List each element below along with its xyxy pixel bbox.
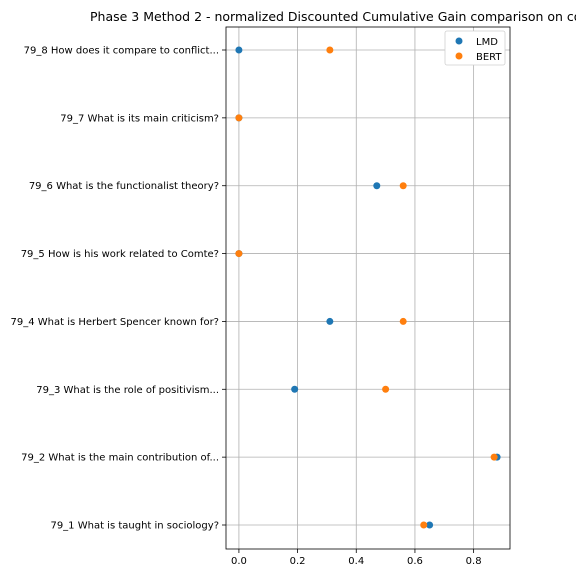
point-lmd (426, 521, 434, 529)
point-lmd (373, 182, 381, 190)
y-tick-label: 79_4 What is Herbert Spencer known for? (10, 317, 219, 328)
x-tick-label: 0.0 (231, 556, 247, 567)
point-lmd (326, 317, 334, 325)
point-bert (399, 317, 407, 325)
point-bert (235, 250, 243, 258)
legend-label-bert: BERT (476, 52, 502, 63)
x-tick-label: 0.4 (348, 556, 364, 567)
y-tick-label: 79_5 How is his work related to Comte? (21, 249, 219, 260)
y-tick-label: 79_8 How does it compare to conflict... (24, 46, 219, 57)
y-tick-labels: 79_1 What is taught in sociology? 79_2 Wh… (10, 46, 226, 532)
plot-frame (225, 26, 511, 550)
chart-title: Phase 3 Method 2 - normalized Discounted… (90, 9, 576, 24)
grid-lines (226, 27, 510, 549)
x-tick-label: 0.6 (407, 556, 423, 567)
point-bert (399, 182, 407, 190)
legend-marker-lmd (455, 37, 463, 45)
point-lmd (235, 46, 243, 54)
x-tick-labels: 0.0 0.2 0.4 0.6 0.8 (231, 549, 482, 567)
point-bert (490, 453, 498, 461)
point-bert (420, 521, 428, 529)
point-bert (326, 46, 334, 54)
y-tick-label: 79_6 What is the functionalist theory? (29, 181, 219, 192)
legend: LMD BERT (444, 30, 506, 66)
x-tick-label: 0.2 (290, 556, 306, 567)
legend-marker-bert (455, 52, 463, 60)
y-tick-label: 79_7 What is its main criticism? (60, 113, 219, 124)
point-bert (382, 385, 390, 393)
data-points (235, 46, 501, 529)
legend-label-lmd: LMD (476, 37, 498, 48)
y-tick-label: 79_1 What is taught in sociology? (50, 521, 219, 532)
point-bert (235, 114, 243, 122)
y-tick-label: 79_2 What is the main contribution of... (21, 453, 219, 464)
x-tick-label: 0.8 (466, 556, 482, 567)
y-tick-label: 79_3 What is the role of positivism... (36, 385, 219, 396)
point-lmd (291, 385, 299, 393)
